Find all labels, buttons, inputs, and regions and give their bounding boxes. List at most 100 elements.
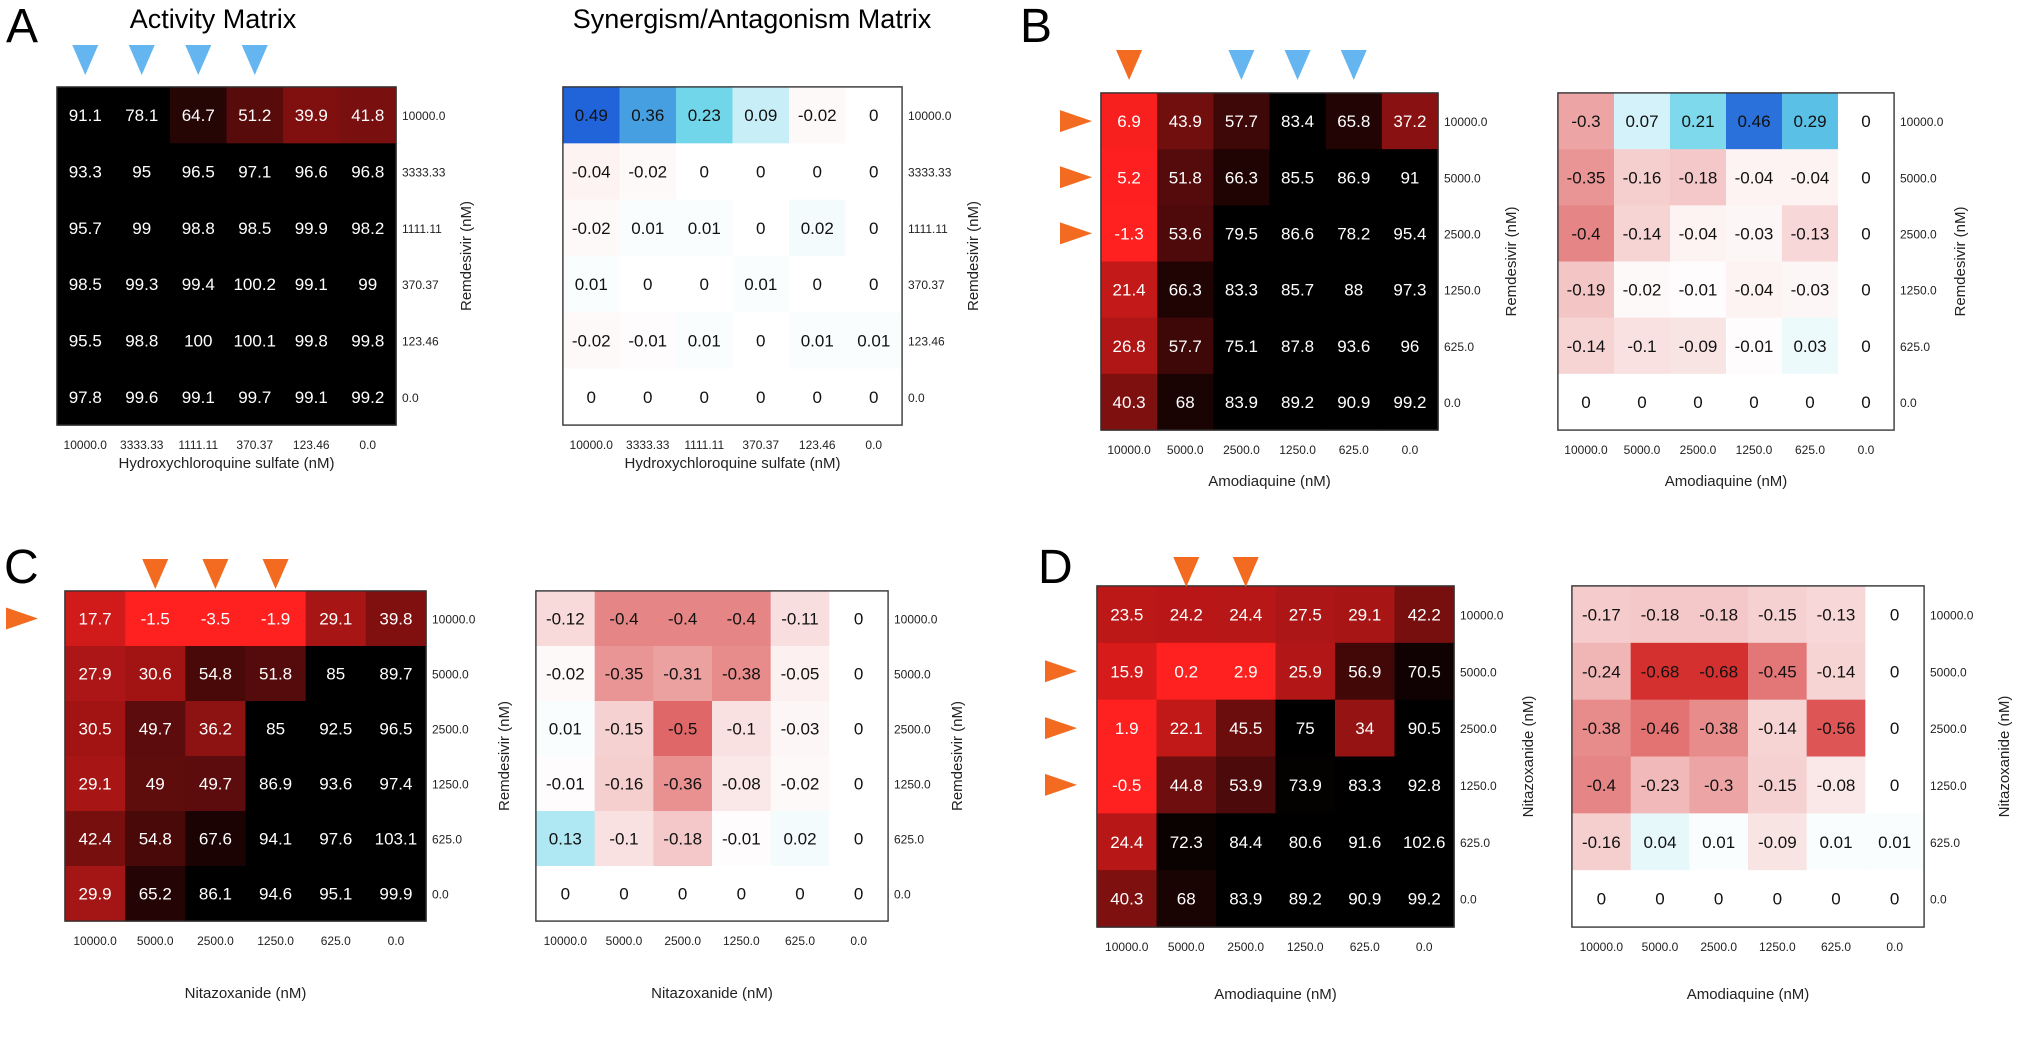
heatmap-cell [1213,373,1271,431]
cell-value-label: 0 [813,163,822,182]
heatmap-cell [226,87,284,144]
cell-value-label: 0 [1693,393,1702,412]
cell-value-label: 0 [1773,890,1782,909]
cell-value-label: 29.1 [1348,605,1381,624]
heatmap-cell [1614,373,1671,431]
y-tick-label: 1250.0 [1444,284,1481,298]
heatmap-a-synergy: 0.49 0.36 0.23 0.09 -0.02 0 -0.04 -0.02 0 0 0 0 -0.0… [562,86,982,472]
cell-value-label: 0 [1890,662,1899,681]
cell-value-label: 41.8 [351,106,384,125]
heatmap-cell [1630,586,1690,644]
heatmap-cell [594,866,654,922]
heatmap-cell [1838,261,1895,319]
x-tick-label: 1250.0 [257,934,294,948]
y-tick-label: 0.0 [894,888,911,902]
heatmap-cell [1381,317,1439,375]
heatmap-cell [170,256,228,313]
cell-value-label: 96 [1400,337,1419,356]
heatmap-cell [1213,149,1271,206]
cell-value-label: -0.01 [1679,281,1718,300]
cell-value-label: 29.1 [79,775,112,794]
cell-value-label: 0 [854,775,863,794]
heatmap-cell [1689,642,1749,701]
heatmap-cell [305,866,367,922]
cell-value-label: 34 [1355,719,1374,738]
heatmap-cell [339,368,397,426]
orange-row-arrow [1060,222,1092,245]
cell-value-label: 0.01 [688,219,721,238]
cell-value-label: -0.4 [1587,776,1616,795]
cell-value-label: -0.4 [727,610,756,629]
blue-column-arrow [72,45,99,75]
cell-value-label: 91.1 [69,106,102,125]
cell-value-label: -0.35 [1567,168,1606,187]
heatmap-cell [1269,205,1327,263]
cell-value-label: 0.49 [575,106,608,125]
cell-value-label: 0 [700,388,709,407]
cell-value-label: -0.1 [609,830,638,849]
heatmap-cell [1558,261,1615,319]
y-tick-label: 5000.0 [1460,665,1497,679]
heatmap-cell [57,312,115,370]
heatmap-cell [283,256,341,313]
y-tick-label: 2500.0 [1460,722,1497,736]
cell-value-label: 42.2 [1408,605,1441,624]
x-tick-label: 0.0 [1886,940,1903,954]
heatmap-c-activity: 17.7 -1.5 -3.5 -1.9 29.1 39.8 27.9 30.6 54.8 51.8… [64,590,513,1002]
cell-value-label: 85 [326,665,345,684]
cell-value-label: 96.5 [379,720,412,739]
heatmap-cell [1572,699,1632,758]
cell-value-label: 0 [1861,337,1870,356]
cell-value-label: -0.45 [1758,662,1797,681]
heatmap-cell [1572,870,1632,928]
heatmap-cell [1156,756,1217,814]
heatmap-cell [1275,813,1336,871]
heatmap-cell [1381,93,1439,150]
cell-value-label: 0 [1861,112,1870,131]
heatmap-cell [245,646,307,702]
cell-value-label: -0.12 [546,610,585,629]
heatmap-cell [770,646,830,702]
cell-value-label: 0.01 [631,219,664,238]
cell-value-label: 92.5 [319,720,352,739]
heatmap-cell [283,143,341,201]
heatmap-cell [732,87,790,144]
cell-value-label: 99.8 [295,332,328,351]
heatmap-cell [619,256,677,313]
y-tick-label: 1250.0 [1930,779,1967,793]
cell-value-label: 99.7 [238,388,271,407]
heatmap-cell [1394,642,1455,701]
x-tick-label: 10000.0 [1580,940,1624,954]
cell-value-label: 90.9 [1337,393,1370,412]
heatmap-cell [1381,149,1439,206]
heatmap-cell [1865,699,1925,758]
x-tick-label: 625.0 [1821,940,1851,954]
cell-value-label: 91.6 [1348,833,1381,852]
heatmap-cell [1101,93,1158,150]
heatmap-cell [845,199,903,257]
cell-value-label: 95 [132,163,151,182]
heatmap-cell [563,256,621,313]
cell-value-label: 0.29 [1793,112,1826,131]
y-tick-label: 0.0 [432,888,449,902]
heatmap-cell [57,87,115,144]
cell-value-label: 95.5 [69,332,102,351]
y-tick-label: 10000.0 [1460,608,1504,622]
heatmap-cell [125,701,186,757]
heatmap-cell [1838,205,1895,263]
x-tick-label: 1111.11 [178,438,218,452]
x-tick-label: 123.46 [293,438,330,452]
cell-value-label: 57.7 [1169,337,1202,356]
heatmap-cell [339,143,397,201]
x-tick-label: 625.0 [1350,940,1380,954]
cell-value-label: 0.01 [1819,833,1852,852]
heatmap-cell [113,368,171,426]
y-tick-label: 0.0 [1444,396,1461,410]
cell-value-label: 68 [1176,393,1195,412]
cell-value-label: 90.5 [1408,719,1441,738]
cell-value-label: 0 [1581,393,1590,412]
heatmap-charts: 91.1 78.1 64.7 51.2 39.9 41.8 93.3 95 96.5 97.1 96… [6,45,2013,1003]
heatmap-cell [1630,699,1690,758]
heatmap-cell [1806,870,1866,928]
cell-value-label: 0.23 [688,106,721,125]
